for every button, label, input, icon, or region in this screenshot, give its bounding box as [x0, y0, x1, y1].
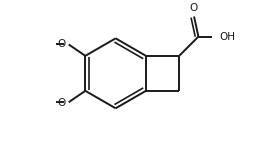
- Text: O: O: [57, 39, 66, 49]
- Text: OH: OH: [219, 32, 235, 42]
- Text: O: O: [190, 3, 198, 13]
- Text: O: O: [57, 98, 66, 108]
